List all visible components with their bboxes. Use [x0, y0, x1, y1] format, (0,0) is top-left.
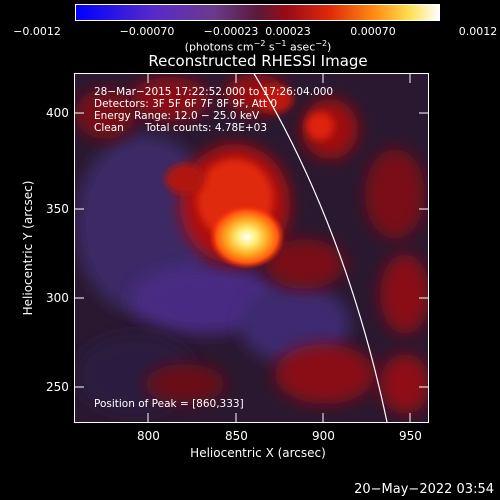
- x-tick-label: 900: [312, 429, 335, 443]
- colorbar: [75, 4, 440, 21]
- x-tick-label: 800: [137, 429, 160, 443]
- colorbar-tick-label: −0.00070: [119, 25, 175, 38]
- x-tick-label: 850: [225, 429, 248, 443]
- detectors-label: Detectors: 3F 5F 6F 7F 8F 9F, Att 0: [94, 98, 278, 110]
- rhessi-image: [75, 74, 428, 422]
- colorbar-tick-label: −0.0012: [13, 25, 61, 38]
- colorbar-tick-label: −0.00023: [203, 25, 259, 38]
- peak-position-label: Position of Peak = [860,333]: [94, 398, 244, 410]
- colorbar-tick-label: 0.0012: [458, 25, 498, 38]
- x-tick-label: 950: [399, 429, 422, 443]
- y-tick-label: 300: [46, 291, 69, 305]
- time-range-label: 28−Mar−2015 17:22:52.000 to 17:26:04.000: [94, 86, 334, 98]
- plot-title: Reconstructed RHESSI Image: [148, 52, 368, 70]
- y-tick-label: 250: [46, 380, 69, 394]
- total-counts-label: Total counts: 4.78E+03: [145, 122, 268, 134]
- solar-limb-line: [253, 74, 388, 422]
- timestamp: 20−May−2022 03:54: [354, 482, 494, 497]
- image-plot: [74, 73, 429, 423]
- y-tick-label: 400: [46, 106, 69, 120]
- colorbar-tick-label: 0.00070: [350, 25, 396, 38]
- colorbar-units: (photons cm−2 s−1 asec−2): [184, 39, 332, 54]
- colorbar-tick-label: 0.00023: [265, 25, 311, 38]
- x-axis-label: Heliocentric X (arcsec): [190, 446, 326, 460]
- method-label: Clean: [94, 122, 124, 134]
- y-tick-label: 350: [46, 202, 69, 216]
- y-axis-label: Heliocentric Y (arcsec): [21, 180, 35, 316]
- energy-range-label: Energy Range: 12.0 − 25.0 keV: [94, 110, 260, 122]
